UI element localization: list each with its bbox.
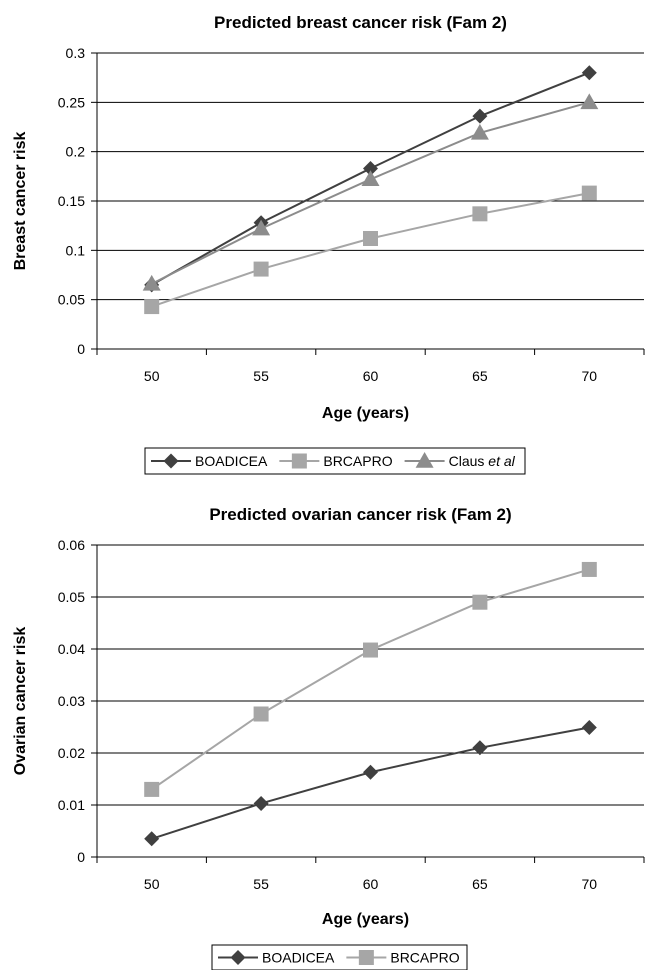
data-point [581,185,597,201]
y-tick-label: 0.05 [58,292,85,308]
legend-entry: Claus et al [404,452,516,469]
series-line [151,101,590,285]
legend-marker [291,453,307,469]
x-tick-label: 60 [363,368,379,384]
series-line [151,568,590,791]
y-tick-label: 0.05 [58,589,85,605]
data-point [363,764,378,780]
y-axis-title: Ovarian cancer risk [12,627,29,776]
legend-marker [358,950,374,965]
data-point [144,781,160,797]
legend-marker [230,950,246,965]
legend-entry: BOADICEA [218,950,335,966]
y-tick-label: 0.3 [66,45,86,61]
x-tick-label: 55 [253,368,269,384]
data-point [472,740,488,756]
legend-entry: BRCAPRO [279,453,393,469]
y-tick-label: 0.02 [58,745,85,761]
y-tick-label: 0.15 [58,193,85,209]
chart-title: Predicted ovarian cancer risk (Fam 2) [209,505,511,524]
data-point [581,561,597,577]
data-point [144,831,160,847]
data-point [472,108,488,124]
legend-label: Claus et al [449,453,516,469]
data-point [363,160,378,176]
legend-label: BOADICEA [262,950,335,966]
data-point [253,261,269,277]
x-tick-label: 65 [472,876,488,892]
legend-box [144,447,526,475]
y-tick-label: 0.25 [58,94,85,110]
legend-marker [163,453,179,469]
x-tick-label: 60 [363,876,379,892]
legend-marker [415,452,434,468]
y-tick-label: 0.1 [66,242,86,258]
x-tick-label: 50 [144,368,160,384]
series-brcapro [144,185,597,315]
data-point [581,65,597,81]
data-point [253,795,269,811]
legend-label: BOADICEA [195,453,268,469]
data-point [470,123,489,140]
legend-entry: BOADICEA [151,453,268,469]
data-point [363,230,378,246]
data-point [363,642,378,658]
series-brcapro [144,561,597,797]
y-tick-label: 0.01 [58,797,85,813]
legend-label: BRCAPRO [323,453,392,469]
data-point [472,594,488,610]
y-tick-label: 0 [77,849,85,865]
legend-label: BRCAPRO [390,950,459,966]
data-point [580,93,599,110]
series-claus [142,93,599,291]
y-tick-label: 0 [77,341,85,357]
data-point [144,299,160,315]
data-point [361,170,380,187]
data-point [252,219,271,236]
data-point [581,720,597,736]
x-tick-label: 70 [582,876,598,892]
legend: BOADICEA BRCAPRO [211,944,468,970]
y-axis-title: Breast cancer risk [12,132,29,271]
series-boadicea [144,720,597,847]
x-tick-label: 50 [144,876,160,892]
x-axis-title: Age (years) [322,405,409,422]
x-axis-title: Age (years) [322,911,409,928]
y-tick-label: 0.03 [58,693,85,709]
x-tick-label: 65 [472,368,488,384]
y-tick-label: 0.04 [58,641,85,657]
data-point [142,274,161,291]
chart-2: Predicted ovarian cancer risk (Fam 2) 0 0.… [12,505,645,970]
legend: BOADICEA BRCAPRO Claus et al [144,447,526,475]
legend-entry: BRCAPRO [346,950,460,966]
y-tick-label: 0.2 [66,144,86,160]
x-tick-label: 55 [253,876,269,892]
chart-1: Predicted breast cancer risk (Fam 2) 0 0.0… [12,13,645,475]
chart-title: Predicted breast cancer risk (Fam 2) [214,13,507,32]
y-tick-label: 0.06 [58,537,85,553]
x-tick-label: 70 [582,368,598,384]
data-point [253,706,269,722]
data-point [472,206,488,222]
